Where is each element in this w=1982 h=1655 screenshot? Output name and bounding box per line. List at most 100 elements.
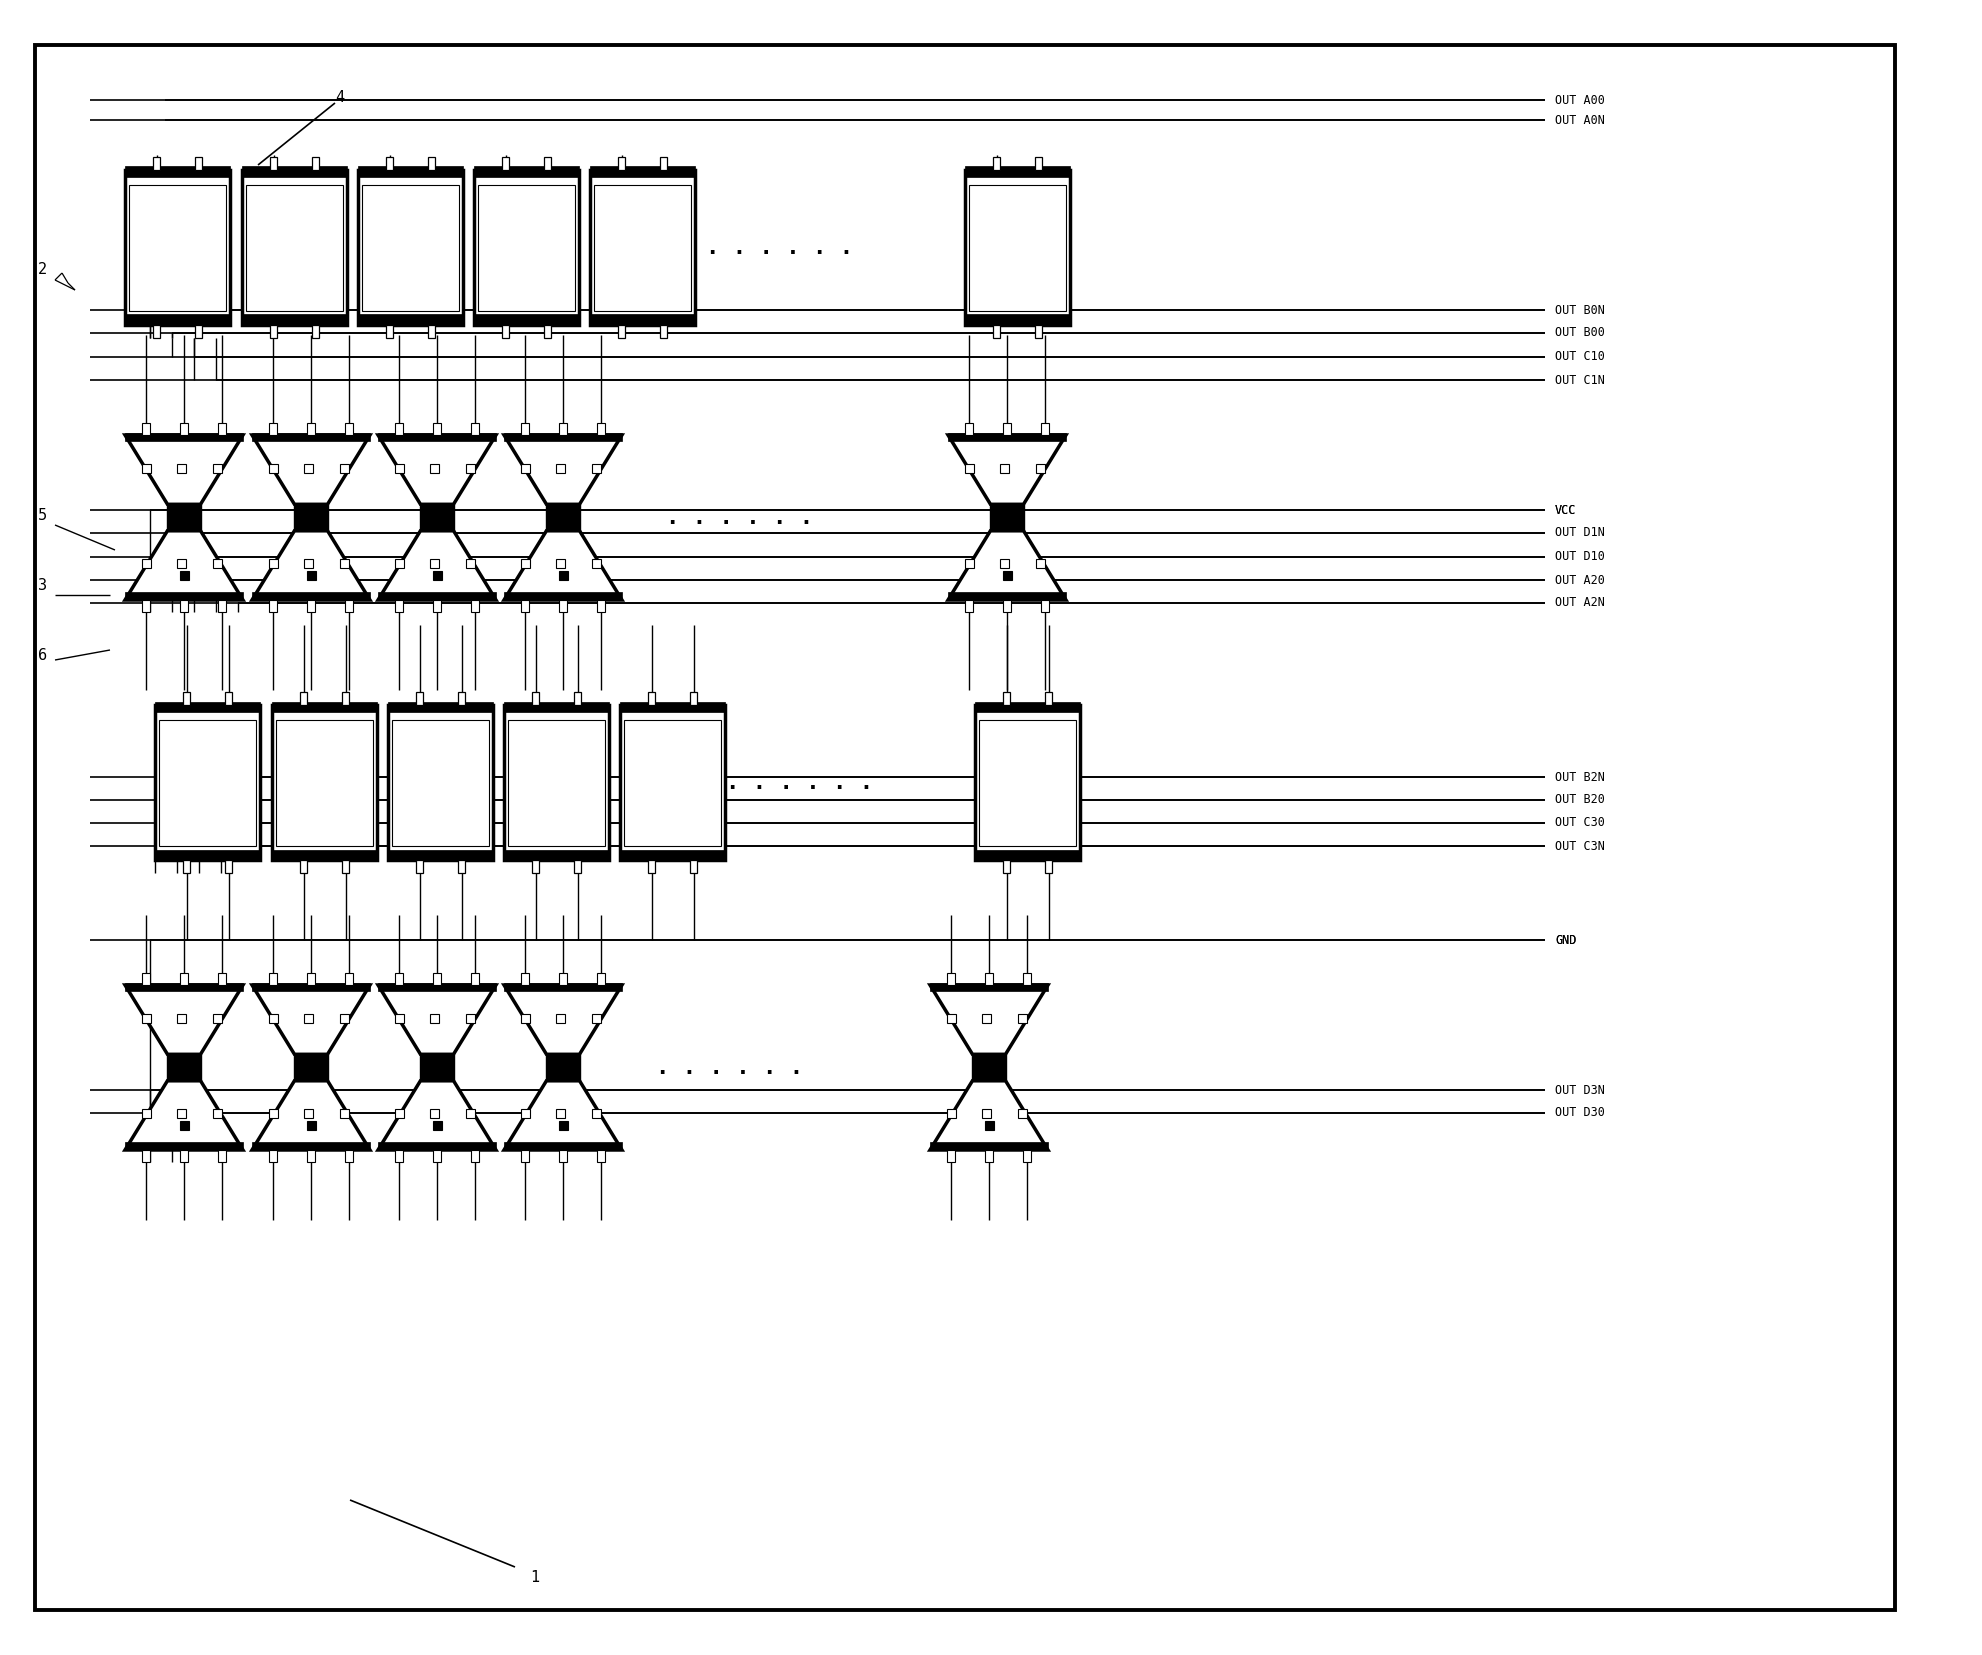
Bar bbox=[159, 720, 256, 846]
Polygon shape bbox=[125, 531, 244, 601]
Text: VCC: VCC bbox=[1556, 503, 1576, 516]
Bar bbox=[307, 1063, 315, 1072]
Bar bbox=[474, 314, 579, 324]
Bar bbox=[125, 167, 230, 177]
Polygon shape bbox=[295, 505, 327, 531]
Bar bbox=[591, 1015, 601, 1023]
Bar bbox=[1045, 861, 1052, 872]
Polygon shape bbox=[503, 435, 622, 505]
Bar bbox=[458, 692, 466, 705]
Bar bbox=[396, 601, 402, 612]
Bar bbox=[218, 601, 226, 612]
Bar bbox=[1023, 973, 1031, 985]
Bar bbox=[379, 983, 496, 991]
Text: GND: GND bbox=[1556, 933, 1576, 947]
Polygon shape bbox=[295, 1054, 327, 1081]
Polygon shape bbox=[252, 531, 371, 601]
Bar bbox=[143, 1109, 151, 1119]
Bar bbox=[557, 1015, 565, 1023]
Text: OUT C30: OUT C30 bbox=[1556, 816, 1605, 829]
Bar bbox=[690, 861, 698, 872]
Bar bbox=[246, 184, 343, 311]
Bar bbox=[153, 324, 161, 338]
Bar bbox=[947, 1015, 955, 1023]
Bar bbox=[985, 1150, 993, 1162]
Bar bbox=[501, 324, 509, 338]
Bar bbox=[648, 692, 656, 705]
Bar bbox=[396, 424, 402, 435]
Bar bbox=[1003, 601, 1011, 612]
Bar bbox=[620, 849, 725, 861]
Text: OUT B2N: OUT B2N bbox=[1556, 771, 1605, 783]
Bar bbox=[521, 601, 529, 612]
Polygon shape bbox=[125, 985, 244, 1054]
Text: OUT C3N: OUT C3N bbox=[1556, 839, 1605, 852]
Bar bbox=[307, 1150, 315, 1162]
Polygon shape bbox=[168, 1054, 200, 1081]
Bar bbox=[458, 861, 466, 872]
Bar bbox=[392, 720, 490, 846]
Bar bbox=[559, 1120, 567, 1130]
Bar bbox=[474, 167, 579, 177]
Bar bbox=[521, 1015, 529, 1023]
Bar bbox=[947, 973, 955, 985]
Bar bbox=[1003, 424, 1011, 435]
Bar bbox=[993, 157, 1001, 170]
Bar bbox=[969, 184, 1066, 311]
Bar bbox=[591, 559, 601, 568]
Bar bbox=[1017, 1015, 1027, 1023]
Bar bbox=[224, 861, 232, 872]
Bar bbox=[432, 513, 442, 521]
Polygon shape bbox=[125, 1081, 244, 1150]
Bar bbox=[501, 157, 509, 170]
Bar bbox=[299, 861, 307, 872]
Bar bbox=[1035, 157, 1043, 170]
Bar bbox=[311, 324, 319, 338]
Bar bbox=[394, 1015, 404, 1023]
Text: 4: 4 bbox=[335, 89, 345, 104]
Bar bbox=[180, 424, 188, 435]
Text: OUT C10: OUT C10 bbox=[1556, 351, 1605, 364]
Text: . . . . . .: . . . . . . bbox=[666, 508, 813, 528]
Bar bbox=[272, 849, 377, 861]
Bar bbox=[180, 513, 188, 521]
Bar bbox=[559, 601, 567, 612]
Bar bbox=[242, 167, 347, 177]
Bar bbox=[363, 184, 460, 311]
Text: 1: 1 bbox=[529, 1569, 539, 1584]
Text: OUT A2N: OUT A2N bbox=[1556, 596, 1605, 609]
Bar bbox=[993, 324, 1001, 338]
Text: OUT D1N: OUT D1N bbox=[1556, 526, 1605, 540]
Bar bbox=[182, 692, 190, 705]
Bar bbox=[466, 559, 474, 568]
Bar bbox=[270, 1150, 277, 1162]
Bar bbox=[143, 463, 151, 473]
Polygon shape bbox=[252, 435, 371, 505]
Bar bbox=[597, 973, 605, 985]
Bar bbox=[180, 1063, 188, 1072]
Bar bbox=[559, 973, 567, 985]
Bar bbox=[472, 601, 478, 612]
Bar bbox=[125, 983, 244, 991]
Bar bbox=[143, 1150, 151, 1162]
Bar bbox=[394, 559, 404, 568]
Bar bbox=[597, 601, 605, 612]
Bar bbox=[224, 692, 232, 705]
Bar bbox=[434, 601, 440, 612]
Text: OUT B00: OUT B00 bbox=[1556, 326, 1605, 339]
Bar bbox=[359, 314, 464, 324]
Bar bbox=[388, 702, 494, 712]
Bar bbox=[930, 1142, 1048, 1150]
Bar bbox=[503, 1142, 622, 1150]
Bar bbox=[345, 973, 353, 985]
Bar bbox=[359, 167, 464, 177]
Bar bbox=[218, 424, 226, 435]
Bar bbox=[985, 1120, 993, 1130]
Polygon shape bbox=[379, 985, 496, 1054]
Bar bbox=[979, 720, 1076, 846]
Bar bbox=[432, 1063, 442, 1072]
Bar bbox=[386, 157, 392, 170]
Bar bbox=[472, 424, 478, 435]
Bar bbox=[379, 1142, 496, 1150]
Bar bbox=[194, 324, 202, 338]
